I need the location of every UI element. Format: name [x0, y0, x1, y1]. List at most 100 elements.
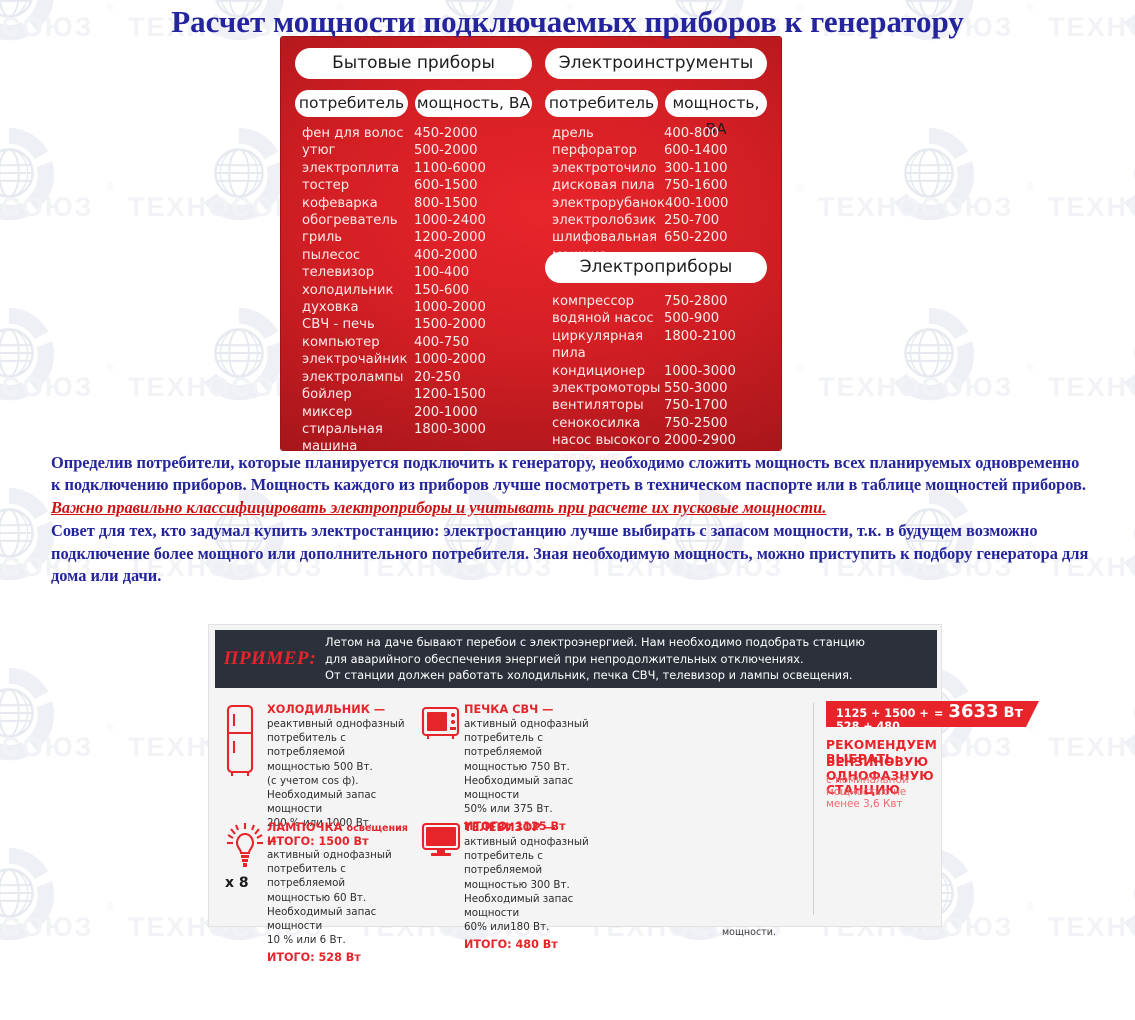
table-row: духовка 1000-2000 — [295, 299, 532, 316]
appliance-body-line: потребитель с потребляемой — [464, 850, 543, 877]
total-power-banner: 1125 + 1500 + 528 + 480 = 3633 Вт — [826, 701, 1039, 727]
example-header: ПРИМЕР: Летом на даче бывают перебои с э… — [215, 630, 937, 688]
globe-icon — [893, 127, 975, 221]
appliance-body-line: 200 % или 1000 Вт. — [267, 817, 373, 830]
row-name: миксер — [302, 404, 353, 420]
table-row: бойлер 1200-1500 — [295, 386, 532, 403]
watermark-text: ТЕХНОСОЮЗ — [0, 192, 94, 222]
table-row: дисковая пила 750-1600 — [545, 177, 767, 194]
row-power: 1000-2000 — [414, 300, 486, 316]
row-power: 250-700 — [664, 213, 720, 229]
watermark-registered: ® — [1026, 182, 1035, 194]
watermark-tile: ТЕХНОСОЮЗ ® — [818, 120, 1060, 300]
table-row: сенокосилка 750-2500 — [545, 415, 767, 432]
appliance-title: ХОЛОДИЛЬНИК — — [267, 703, 386, 716]
row-name: обогреватель — [302, 213, 398, 229]
watermark-text: ТЕХНОСОЮЗ — [818, 372, 1014, 402]
table-row: телевизор 100-400 — [295, 264, 532, 281]
table-row: утюг 500-2000 — [295, 142, 532, 159]
appliance-body: активный однофазный потребитель с потреб… — [464, 717, 617, 816]
row-power: 800-1500 — [414, 195, 478, 211]
row-name: утюг — [302, 143, 336, 159]
total-terms: 1125 + 1500 + 528 + 480 — [836, 707, 929, 733]
table-row: пылесос 400-2000 — [295, 247, 532, 264]
watermark-registered: ® — [796, 182, 805, 194]
table-row: компьютер 400-750 — [295, 334, 532, 351]
appliance-body-line: мощностью 60 Вт. — [267, 891, 367, 904]
row-power: 150-600 — [414, 282, 470, 298]
header-consumer: потребитель — [295, 90, 408, 117]
row-power: 2000-2900 — [664, 433, 736, 449]
watermark-text: ТЕХНОСОЮЗ — [0, 912, 94, 942]
rows-powertools: дрель 400-800 перфоратор 600-1400 электрот… — [545, 125, 767, 264]
appliance-body-line: Необходимый запас мощности — [267, 905, 377, 933]
row-power: 400-750 — [414, 334, 470, 350]
table-row: электролампы 20-250 — [295, 369, 532, 386]
row-power: 750-1700 — [664, 398, 728, 414]
appliance-total: ИТОГО: 528 Вт — [267, 951, 361, 965]
globe-icon — [893, 307, 975, 401]
row-power: 400-2000 — [414, 247, 478, 263]
globe-icon — [1123, 887, 1135, 933]
example-badge: ПРИМЕР: — [223, 648, 317, 669]
row-power: 1000-2000 — [414, 352, 486, 368]
appliance-body: активный однофазный потребитель с потреб… — [464, 835, 617, 934]
row-power: 300-1100 — [664, 160, 728, 176]
header-power: мощность, ВА — [415, 90, 532, 117]
row-name: бойлер — [302, 387, 352, 403]
row-name: пылесос — [302, 247, 361, 263]
table-row: кофеварка 800-1500 — [295, 195, 532, 212]
row-name: фен для волос — [302, 126, 404, 141]
row-name: электроплита — [302, 160, 400, 176]
appliance-card-tv: ТЕЛЕВИЗОР — активный однофазный потребит… — [420, 821, 617, 951]
table-row: циркулярная пила 1800-2100 — [545, 328, 767, 363]
watermark-text: ТЕХНОСОЮЗ — [1048, 372, 1135, 402]
rows-household: фен для волос 450-2000 утюг 500-2000 элект… — [295, 125, 532, 456]
appliance-body-line: 10 % или 6 Вт. — [267, 934, 346, 947]
row-name: кондиционер — [552, 363, 646, 379]
appliance-title: ПЕЧКА СВЧ — — [464, 703, 554, 716]
watermark-text: ТЕХНОСОЮЗ — [0, 732, 94, 762]
row-name: тостер — [302, 178, 350, 194]
watermark-registered: ® — [796, 362, 805, 374]
table-row: перфоратор 600-1400 — [545, 142, 767, 159]
appliance-body-line: активный однофазный — [464, 836, 589, 848]
row-power: 200-1000 — [414, 404, 478, 420]
appliance-text: ТЕЛЕВИЗОР — активный однофазный потребит… — [464, 821, 617, 951]
row-name: электрочайник — [302, 352, 408, 368]
globe-icon — [203, 307, 285, 401]
lightbulb-multiplier: х 8 — [225, 875, 249, 891]
table-section-powertools: Электроинструменты потребитель мощность,… — [545, 48, 767, 264]
appliance-total: ИТОГО: 480 Вт — [464, 938, 558, 952]
power-table-card: Бытовые приборы потребитель мощность, ВА… — [281, 37, 781, 466]
row-power: 500-2000 — [414, 143, 478, 159]
recommendation-line-2: БЕНЗИНОВУЮ ОДНОФАЗНУЮ СТАНЦИЮ — [826, 755, 934, 797]
table-row: миксер 200-1000 — [295, 404, 532, 421]
section-title-household: Бытовые приборы — [295, 48, 532, 79]
table-row: электролобзик 250-700 — [545, 212, 767, 229]
table-row: электрорубанок 400-1000 — [545, 195, 767, 212]
row-power: 1000-3000 — [664, 363, 736, 379]
watermark-registered: ® — [106, 182, 115, 194]
table-row: СВЧ - печь 1500-2000 — [295, 316, 532, 333]
row-power: 750-2800 — [664, 294, 728, 309]
table-row: холодильник 150-600 — [295, 282, 532, 299]
row-power: 400-800 — [664, 126, 720, 141]
table-row: обогреватель 1000-2400 — [295, 212, 532, 229]
table-row: водяной насос 500-900 — [545, 310, 767, 327]
table-row: насос высокого давления 2000-2900 — [545, 432, 767, 467]
table-row: стиральная машина 1800-3000 — [295, 421, 532, 456]
paragraph-2: Совет для тех, кто задумал купить электр… — [51, 521, 1089, 586]
watermark-text: ТЕХНОСОЮЗ — [1048, 912, 1135, 942]
watermark-tile: ТЕХНОСОЮЗ ® — [0, 660, 140, 840]
row-power: 750-1600 — [664, 178, 728, 194]
row-name: электролампы — [302, 369, 404, 385]
row-name: дисковая пила — [552, 178, 655, 194]
watermark-registered: ® — [106, 362, 115, 374]
watermark-text: ТЕХНОСОЮЗ — [1048, 732, 1135, 762]
row-name: электроточило — [552, 160, 657, 176]
example-intro-line: Летом на даче бывают перебои с электроэн… — [325, 635, 865, 650]
table-row: компрессор 750-2800 — [545, 293, 767, 310]
row-name: электролобзик — [552, 213, 657, 229]
row-power: 20-250 — [414, 369, 461, 385]
